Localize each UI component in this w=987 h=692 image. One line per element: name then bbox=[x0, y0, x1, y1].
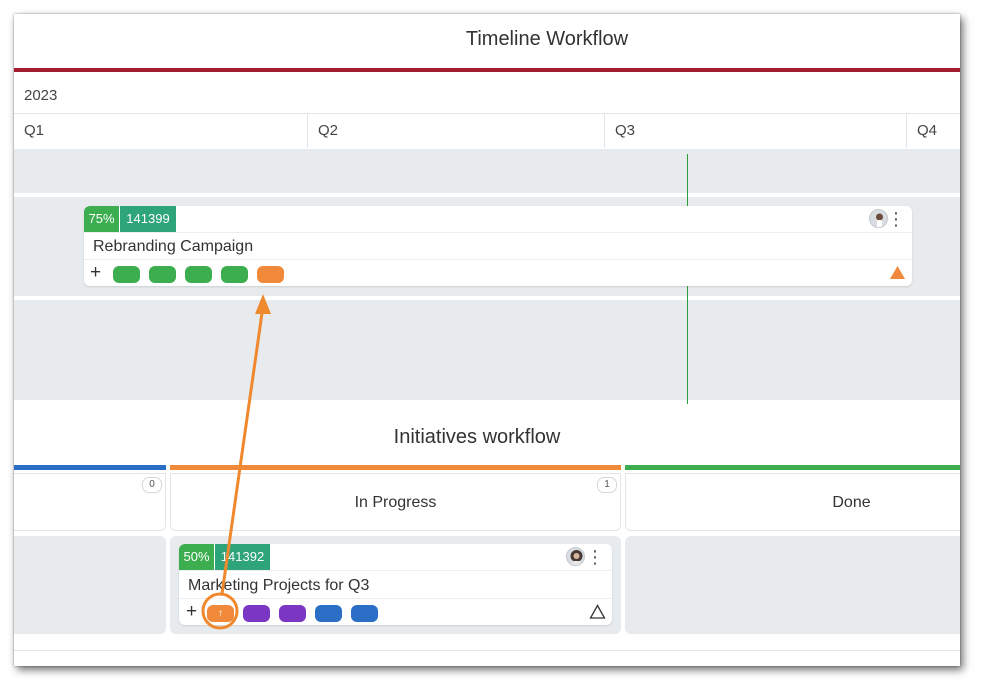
avatar[interactable] bbox=[869, 209, 888, 228]
child-item-pill-linked[interactable]: ↑ bbox=[207, 605, 234, 622]
quarter-q2: Q2 bbox=[307, 114, 604, 148]
child-item-pill[interactable] bbox=[351, 605, 378, 622]
more-menu-icon[interactable]: ⋮ bbox=[887, 209, 905, 229]
year-label: 2023 bbox=[24, 87, 58, 104]
child-item-pill[interactable] bbox=[221, 266, 248, 283]
warning-triangle-icon bbox=[890, 266, 905, 279]
quarter-q1: Q1 bbox=[24, 122, 45, 139]
column-count-badge: 1 bbox=[597, 477, 617, 493]
column-color-bar bbox=[625, 465, 960, 470]
column-header-done[interactable]: Done bbox=[625, 473, 960, 531]
child-item-pill[interactable] bbox=[315, 605, 342, 622]
quarter-q3: Q3 bbox=[604, 114, 906, 148]
column-color-bar bbox=[14, 465, 166, 470]
card-title[interactable]: Rebranding Campaign bbox=[93, 238, 254, 255]
progress-badge: 50% bbox=[179, 544, 214, 570]
divider bbox=[14, 113, 960, 114]
initiatives-title: Initiatives workflow bbox=[393, 426, 561, 448]
avatar[interactable] bbox=[566, 547, 585, 566]
card-header: 75% 141399 ⋮ bbox=[84, 206, 912, 233]
child-item-pill[interactable] bbox=[243, 605, 270, 622]
child-item-pill[interactable] bbox=[149, 266, 176, 283]
timeline-lane bbox=[14, 149, 960, 193]
child-item-pill[interactable] bbox=[279, 605, 306, 622]
column-body-done bbox=[625, 536, 960, 634]
card-title[interactable]: Marketing Projects for Q3 bbox=[188, 577, 370, 594]
quarter-q4: Q4 bbox=[906, 114, 960, 148]
card-header: 50% 141392 ⋮ bbox=[179, 544, 612, 571]
column-header-todo[interactable]: 0 bbox=[14, 473, 166, 531]
warning-triangle-outline-icon bbox=[589, 604, 606, 619]
child-item-pill-linked[interactable] bbox=[257, 266, 284, 283]
app-window: Timeline Workflow 2023 Q1 Q2 Q3 Q4 75% 1… bbox=[14, 14, 960, 666]
progress-badge: 75% bbox=[84, 206, 119, 232]
child-item-pill[interactable] bbox=[113, 266, 140, 283]
column-body-todo bbox=[14, 536, 166, 634]
card-id-badge[interactable]: 141392 bbox=[215, 544, 270, 570]
column-title: In Progress bbox=[354, 494, 437, 511]
timeline-lane bbox=[14, 300, 960, 400]
more-menu-icon[interactable]: ⋮ bbox=[586, 547, 604, 567]
divider bbox=[14, 650, 960, 651]
timeline-accent-bar bbox=[14, 68, 960, 72]
add-child-icon[interactable]: + bbox=[90, 262, 102, 283]
arrow-up-icon: ↑ bbox=[218, 608, 223, 619]
column-count-badge: 0 bbox=[142, 477, 162, 493]
column-header-in-progress[interactable]: In Progress 1 bbox=[170, 473, 621, 531]
card-footer: + bbox=[84, 259, 912, 286]
child-item-pill[interactable] bbox=[185, 266, 212, 283]
column-title: Done bbox=[832, 494, 871, 511]
card-id-badge[interactable]: 141399 bbox=[120, 206, 176, 232]
timeline-card[interactable]: 75% 141399 ⋮ Rebranding Campaign + bbox=[84, 206, 912, 286]
add-child-icon[interactable]: + bbox=[186, 601, 198, 622]
timeline-title: Timeline Workflow bbox=[465, 28, 629, 50]
card-footer: + ↑ bbox=[179, 598, 612, 625]
initiative-card[interactable]: 50% 141392 ⋮ Marketing Projects for Q3 +… bbox=[179, 544, 612, 625]
column-color-bar bbox=[170, 465, 621, 470]
